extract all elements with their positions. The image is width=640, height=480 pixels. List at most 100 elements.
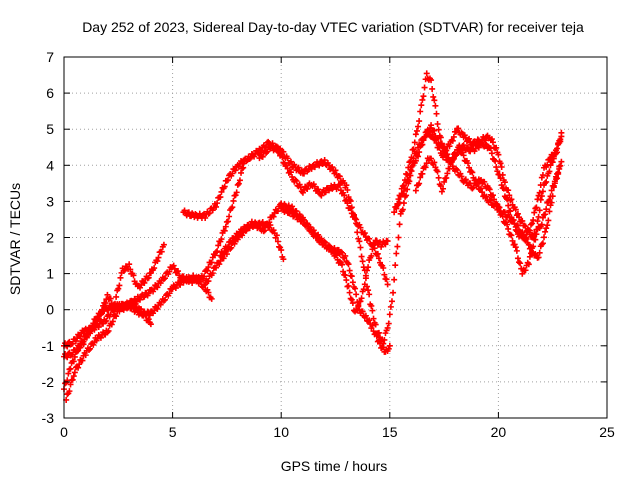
data-point: [265, 138, 272, 145]
data-point: [470, 184, 477, 191]
data-point: [366, 291, 373, 298]
data-point: [522, 267, 529, 274]
data-point: [160, 241, 167, 248]
y-tick-label: -2: [42, 374, 55, 390]
data-point: [69, 376, 76, 383]
data-point: [533, 204, 540, 211]
data-point: [475, 144, 482, 151]
data-point: [509, 237, 516, 244]
data-point: [555, 141, 562, 148]
data-point: [120, 268, 127, 275]
data-point: [420, 93, 427, 100]
data-point: [345, 261, 352, 268]
data-point: [284, 155, 291, 162]
data-point: [145, 316, 152, 323]
data-point: [304, 185, 311, 192]
data-point: [213, 249, 220, 256]
data-point: [340, 268, 347, 275]
data-point: [280, 256, 287, 263]
data-point: [204, 267, 211, 274]
data-point: [289, 173, 296, 180]
data-point: [393, 205, 400, 212]
data-point: [321, 238, 328, 245]
y-tick-label: 1: [46, 266, 54, 282]
y-tick-label: 6: [46, 85, 54, 101]
data-point: [415, 123, 422, 130]
data-point: [395, 234, 402, 241]
data-point: [172, 285, 179, 292]
data-point: [151, 265, 158, 272]
data-point: [229, 204, 236, 211]
data-point: [440, 185, 447, 192]
data-point: [137, 296, 144, 303]
data-point: [332, 167, 339, 174]
data-point: [385, 320, 392, 327]
data-point: [107, 295, 114, 302]
data-point: [458, 173, 465, 180]
data-point: [246, 155, 253, 162]
data-point: [329, 247, 336, 254]
data-point: [363, 267, 370, 274]
data-point: [259, 153, 266, 160]
data-point: [522, 223, 529, 230]
data-point: [535, 192, 542, 199]
data-point: [422, 133, 429, 140]
data-point: [381, 336, 388, 343]
data-point: [388, 298, 395, 305]
data-point: [97, 311, 104, 318]
data-point: [318, 235, 325, 242]
data-point: [160, 276, 167, 283]
data-point: [378, 261, 385, 268]
data-point: [435, 126, 442, 133]
data-point: [230, 197, 237, 204]
data-layer: [61, 70, 565, 403]
data-point: [368, 302, 375, 309]
data-point: [357, 224, 364, 231]
data-point: [466, 164, 473, 171]
data-point: [126, 261, 133, 268]
data-point: [336, 173, 343, 180]
data-point: [181, 207, 188, 214]
data-point: [109, 318, 116, 325]
data-point: [213, 264, 220, 271]
data-point: [177, 281, 184, 288]
data-point: [222, 223, 229, 230]
data-point: [155, 254, 162, 261]
data-point: [115, 285, 122, 292]
data-point: [369, 307, 376, 314]
data-point: [433, 110, 440, 117]
data-point: [279, 203, 286, 210]
data-point: [500, 185, 507, 192]
data-point: [366, 317, 373, 324]
data-point: [423, 70, 430, 77]
data-point: [450, 155, 457, 162]
data-point: [530, 234, 537, 241]
data-point: [229, 170, 236, 177]
data-point: [233, 189, 240, 196]
data-point: [374, 250, 381, 257]
data-point: [308, 165, 315, 172]
data-point: [289, 203, 296, 210]
data-point: [512, 206, 519, 213]
data-point: [538, 241, 545, 248]
data-point: [408, 154, 415, 161]
data-point: [375, 329, 382, 336]
data-point: [322, 239, 329, 246]
data-point: [454, 150, 461, 157]
data-point: [235, 180, 242, 187]
data-point: [533, 231, 540, 238]
data-point: [79, 357, 86, 364]
data-point: [554, 149, 561, 156]
data-point: [458, 146, 465, 153]
data-point: [232, 167, 239, 174]
data-point: [433, 136, 440, 143]
data-point: [399, 190, 406, 197]
data-point: [362, 312, 369, 319]
data-point: [113, 293, 120, 300]
data-point: [390, 289, 397, 296]
data-point: [130, 272, 137, 279]
data-point: [386, 311, 393, 318]
data-point: [555, 170, 562, 177]
data-point: [479, 189, 486, 196]
data-point: [489, 192, 496, 199]
